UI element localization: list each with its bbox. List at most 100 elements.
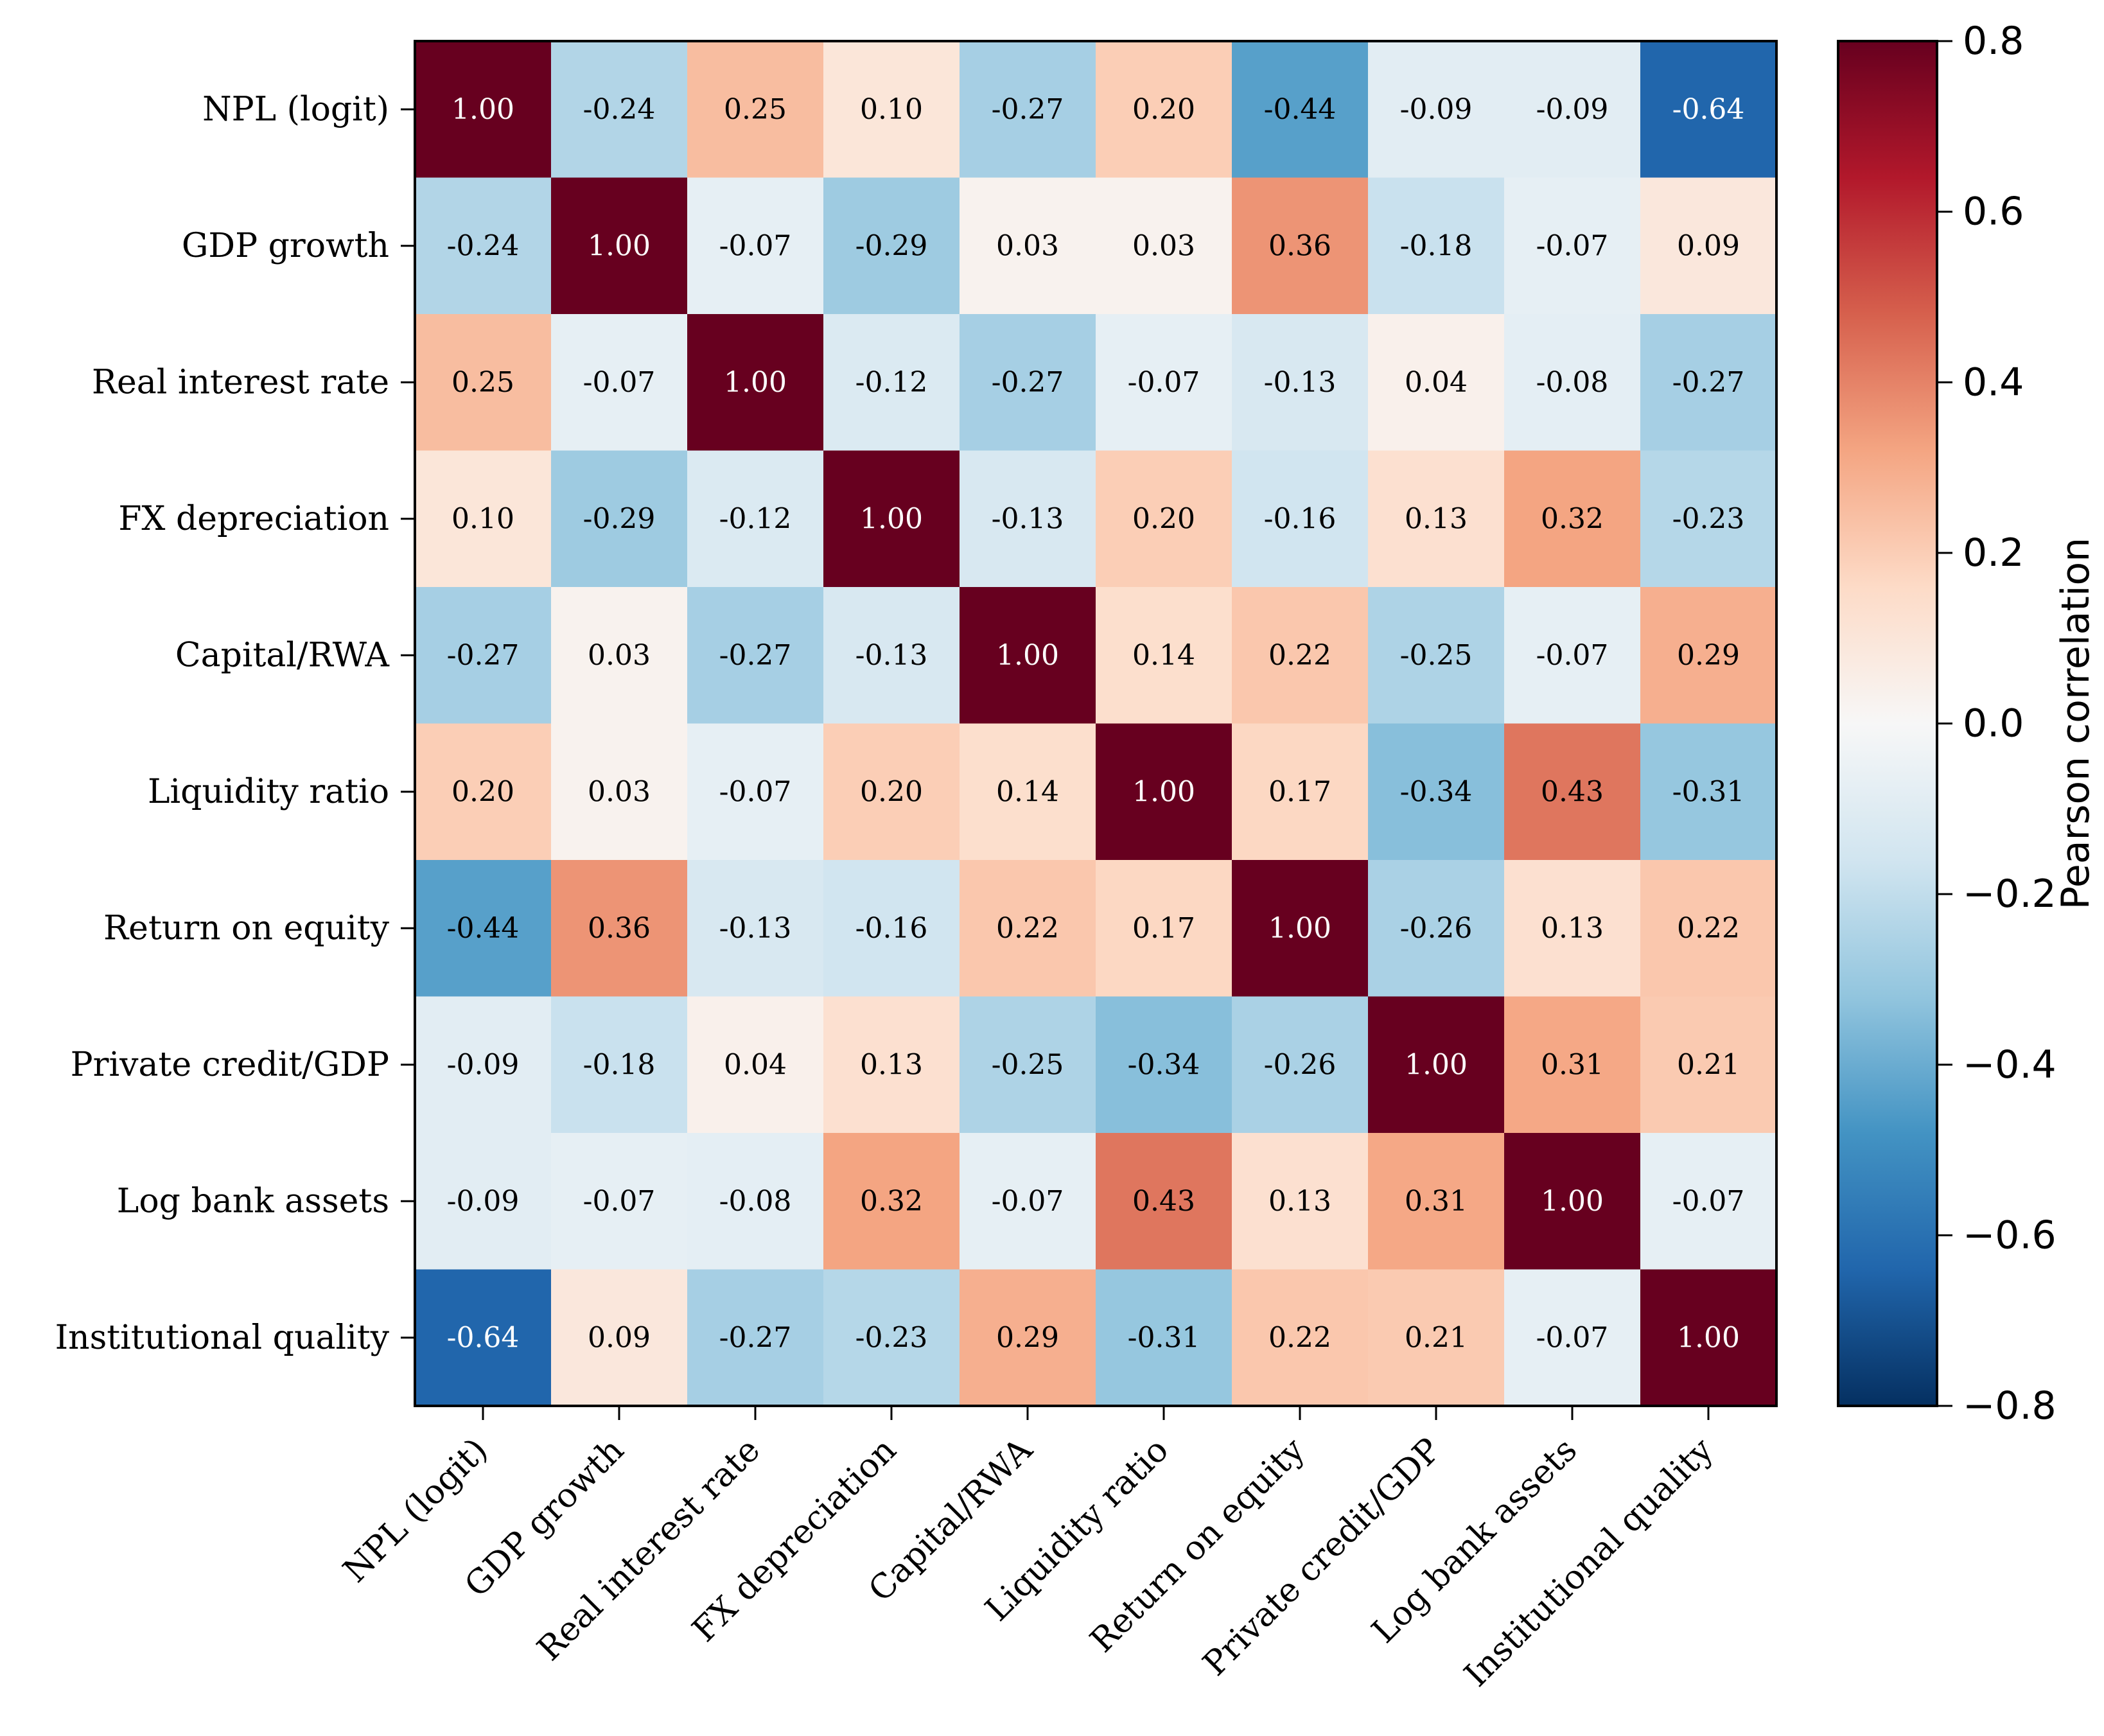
heatmap-cell: [1096, 860, 1232, 997]
colorbar-tick-label: −0.6: [1963, 1213, 2056, 1258]
cell-value-label: -0.27: [992, 93, 1064, 126]
heatmap-cell: [1640, 41, 1777, 179]
colorbar-tick-label: −0.8: [1963, 1383, 2056, 1428]
heatmap-cell: [415, 314, 552, 452]
heatmap-cell: [1368, 587, 1505, 724]
heatmap-cell: [1368, 314, 1505, 452]
colorbar-tick-label: 0.8: [1963, 19, 2024, 64]
cell-value-label: -0.26: [1264, 1048, 1337, 1081]
cell-value-label: 0.43: [1541, 775, 1604, 808]
heatmap-cell: [823, 587, 960, 724]
cell-value-label: -0.31: [1672, 775, 1745, 808]
heatmap-cell: [415, 177, 552, 315]
x-tick-label: Private credit/GDP: [1196, 1431, 1448, 1683]
heatmap-cell: [1232, 450, 1369, 588]
cell-value-label: 0.04: [1405, 366, 1468, 399]
heatmap-cell: [823, 996, 960, 1134]
cell-value-label: 0.32: [860, 1185, 923, 1218]
heatmap-cell: [415, 723, 552, 861]
heatmap-cell: [687, 1269, 824, 1407]
cell-value-label: -0.07: [1672, 1185, 1745, 1218]
heatmap-cell: [1504, 177, 1641, 315]
cell-value-label: -0.25: [1400, 639, 1473, 672]
cell-value-label: -0.13: [855, 639, 928, 672]
heatmap-cell: [1096, 1133, 1232, 1270]
heatmap-cell: [1504, 860, 1641, 997]
heatmap-cell: [551, 587, 688, 724]
heatmap-cell: [1232, 587, 1369, 724]
heatmap-cell: [823, 860, 960, 997]
heatmap-cell: [823, 450, 960, 588]
cell-value-label: -0.44: [1264, 93, 1337, 126]
cell-value-label: 0.25: [724, 93, 787, 126]
cell-value-label: 0.20: [1132, 93, 1195, 126]
cell-value-label: -0.16: [855, 912, 928, 945]
cell-value-label: 0.20: [860, 775, 923, 808]
heatmap-cell: [960, 1269, 1096, 1407]
colorbar-tick-label: −0.4: [1963, 1042, 2056, 1087]
cell-value-label: 1.00: [860, 502, 923, 535]
cell-value-label: -0.27: [719, 1321, 792, 1354]
heatmap-cell: [687, 723, 824, 861]
heatmap-cell: [415, 860, 552, 997]
heatmap-cell: [1504, 723, 1641, 861]
heatmap-cell: [1504, 1269, 1641, 1407]
x-tick-label: Institutional quality: [1457, 1430, 1721, 1694]
heatmap-cell: [687, 860, 824, 997]
y-tick-label: Log bank assets: [117, 1182, 389, 1220]
cell-value-label: 0.10: [860, 93, 923, 126]
heatmap-cell: [823, 1133, 960, 1270]
cell-value-label: 0.13: [1405, 502, 1468, 535]
heatmap-cell: [1368, 860, 1505, 997]
cell-value-label: -0.16: [1264, 502, 1337, 535]
cell-value-label: 0.14: [996, 775, 1059, 808]
cell-value-label: 0.20: [451, 775, 514, 808]
heatmap-cell: [1368, 1269, 1505, 1407]
heatmap-cell: [1504, 450, 1641, 588]
heatmap-cell: [960, 996, 1096, 1134]
cell-value-label: 0.13: [1541, 912, 1604, 945]
heatmap-cell: [415, 1269, 552, 1407]
cell-value-label: -0.08: [1536, 366, 1609, 399]
heatmap-cell: [551, 1269, 688, 1407]
heatmap-cell: [1640, 1269, 1777, 1407]
heatmap-cell: [1096, 314, 1232, 452]
y-axis: NPL (logit) GDP growth Real interest rate F…: [55, 90, 415, 1357]
cell-value-label: 0.03: [996, 229, 1059, 262]
heatmap-cell: [960, 314, 1096, 452]
heatmap-cell: [1504, 41, 1641, 179]
colorbar-ticks: 0.8 0.6 0.4 0.2 0.0 −0.2 −0.4 −0.6 −0.8: [1937, 19, 2056, 1428]
heatmap-cell: [960, 450, 1096, 588]
heatmap-cell: [687, 177, 824, 315]
heatmap-cell: [687, 996, 824, 1134]
heatmap-cell: [1368, 996, 1505, 1134]
cell-value-label: 0.22: [996, 912, 1059, 945]
heatmap-cells: [415, 41, 1777, 1407]
cell-value-label: -0.31: [1128, 1321, 1200, 1354]
cell-value-label: -0.27: [992, 366, 1064, 399]
cell-value-label: 0.17: [1132, 912, 1195, 945]
cell-value-label: -0.07: [583, 1185, 656, 1218]
heatmap-cell: [1368, 1133, 1505, 1270]
cell-value-label: -0.29: [583, 502, 656, 535]
cell-value-label: 0.20: [1132, 502, 1195, 535]
heatmap-cell: [823, 41, 960, 179]
heatmap-cell: [1232, 996, 1369, 1134]
heatmap-cell: [551, 314, 688, 452]
cell-value-label: 0.09: [1677, 229, 1740, 262]
colorbar-tick-label: −0.2: [1963, 872, 2056, 916]
cell-value-label: 0.03: [1132, 229, 1195, 262]
cell-value-label: 0.10: [451, 502, 514, 535]
cell-value-label: -0.07: [1536, 639, 1609, 672]
heatmap-cell: [960, 723, 1096, 861]
cell-value-label: -0.64: [1672, 93, 1745, 126]
heatmap-cell: [1640, 723, 1777, 861]
cell-value-label: -0.09: [1400, 93, 1473, 126]
heatmap-cell: [1232, 1269, 1369, 1407]
cell-value-label: 1.00: [588, 229, 651, 262]
heatmap-cell: [415, 1133, 552, 1270]
colorbar-tick-label: 0.4: [1963, 360, 2024, 405]
heatmap-cell: [823, 177, 960, 315]
heatmap-cell: [1504, 587, 1641, 724]
